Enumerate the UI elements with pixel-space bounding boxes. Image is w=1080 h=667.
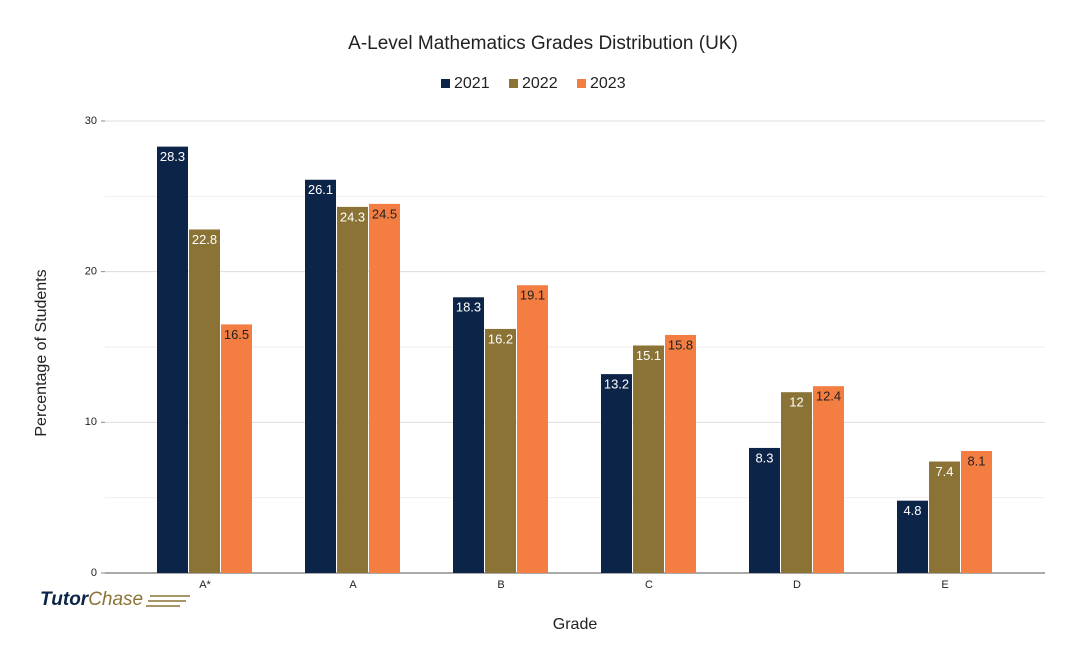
bar (157, 146, 188, 573)
bar (813, 386, 844, 573)
x-tick-label: E (941, 579, 948, 591)
x-tick-label: B (497, 579, 504, 591)
logo-text: TutorChase (40, 589, 143, 610)
logo: TutorChase (40, 589, 190, 610)
value-label: 12.4 (816, 389, 841, 404)
value-label: 16.2 (488, 331, 513, 346)
logo-part: Tutor (40, 589, 90, 610)
bar (221, 324, 252, 573)
bar (517, 285, 548, 573)
value-label: 8.1 (967, 453, 985, 468)
logo-part: Chase (88, 589, 143, 610)
value-label: 16.5 (224, 327, 249, 342)
value-label: 28.3 (160, 149, 185, 164)
value-label: 22.8 (192, 232, 217, 247)
bar (485, 328, 516, 573)
value-label: 4.8 (903, 503, 921, 518)
legend-swatch (577, 79, 586, 88)
bar (337, 206, 368, 573)
legend-label: 2022 (522, 75, 558, 92)
bar (601, 374, 632, 573)
legend-label: 2021 (454, 75, 490, 92)
bar (189, 229, 220, 574)
x-tick-label: C (645, 579, 653, 591)
y-axis-label: Percentage of Students (33, 269, 50, 436)
bar (749, 447, 780, 573)
legend-label: 2023 (590, 75, 626, 92)
bar (897, 500, 928, 573)
value-label: 18.3 (456, 300, 481, 315)
value-label: 24.5 (372, 206, 397, 221)
y-tick-label: 20 (85, 266, 97, 278)
value-label: 15.1 (636, 348, 661, 363)
bar (961, 450, 992, 573)
bar (781, 392, 812, 573)
value-label: 8.3 (755, 450, 773, 465)
y-tick-label: 30 (85, 115, 97, 127)
x-tick-label: D (793, 579, 801, 591)
value-label: 19.1 (520, 288, 545, 303)
x-axis-label: Grade (553, 616, 598, 633)
value-label: 12 (789, 395, 803, 410)
bar (369, 203, 400, 573)
bar (929, 461, 960, 573)
x-tick-label: A* (199, 579, 211, 591)
y-tick-label: 10 (85, 416, 97, 428)
value-label: 7.4 (935, 464, 953, 479)
bar (665, 334, 696, 573)
value-label: 26.1 (308, 182, 333, 197)
x-tick-label: A (349, 579, 357, 591)
legend-swatch (509, 79, 518, 88)
chart-title: A-Level Mathematics Grades Distribution … (348, 33, 738, 54)
y-tick-label: 0 (91, 567, 97, 579)
bar (305, 179, 336, 573)
bar (453, 297, 484, 573)
value-label: 15.8 (668, 337, 693, 352)
bar (633, 345, 664, 573)
value-label: 13.2 (604, 377, 629, 392)
legend-swatch (441, 79, 450, 88)
value-label: 24.3 (340, 209, 365, 224)
